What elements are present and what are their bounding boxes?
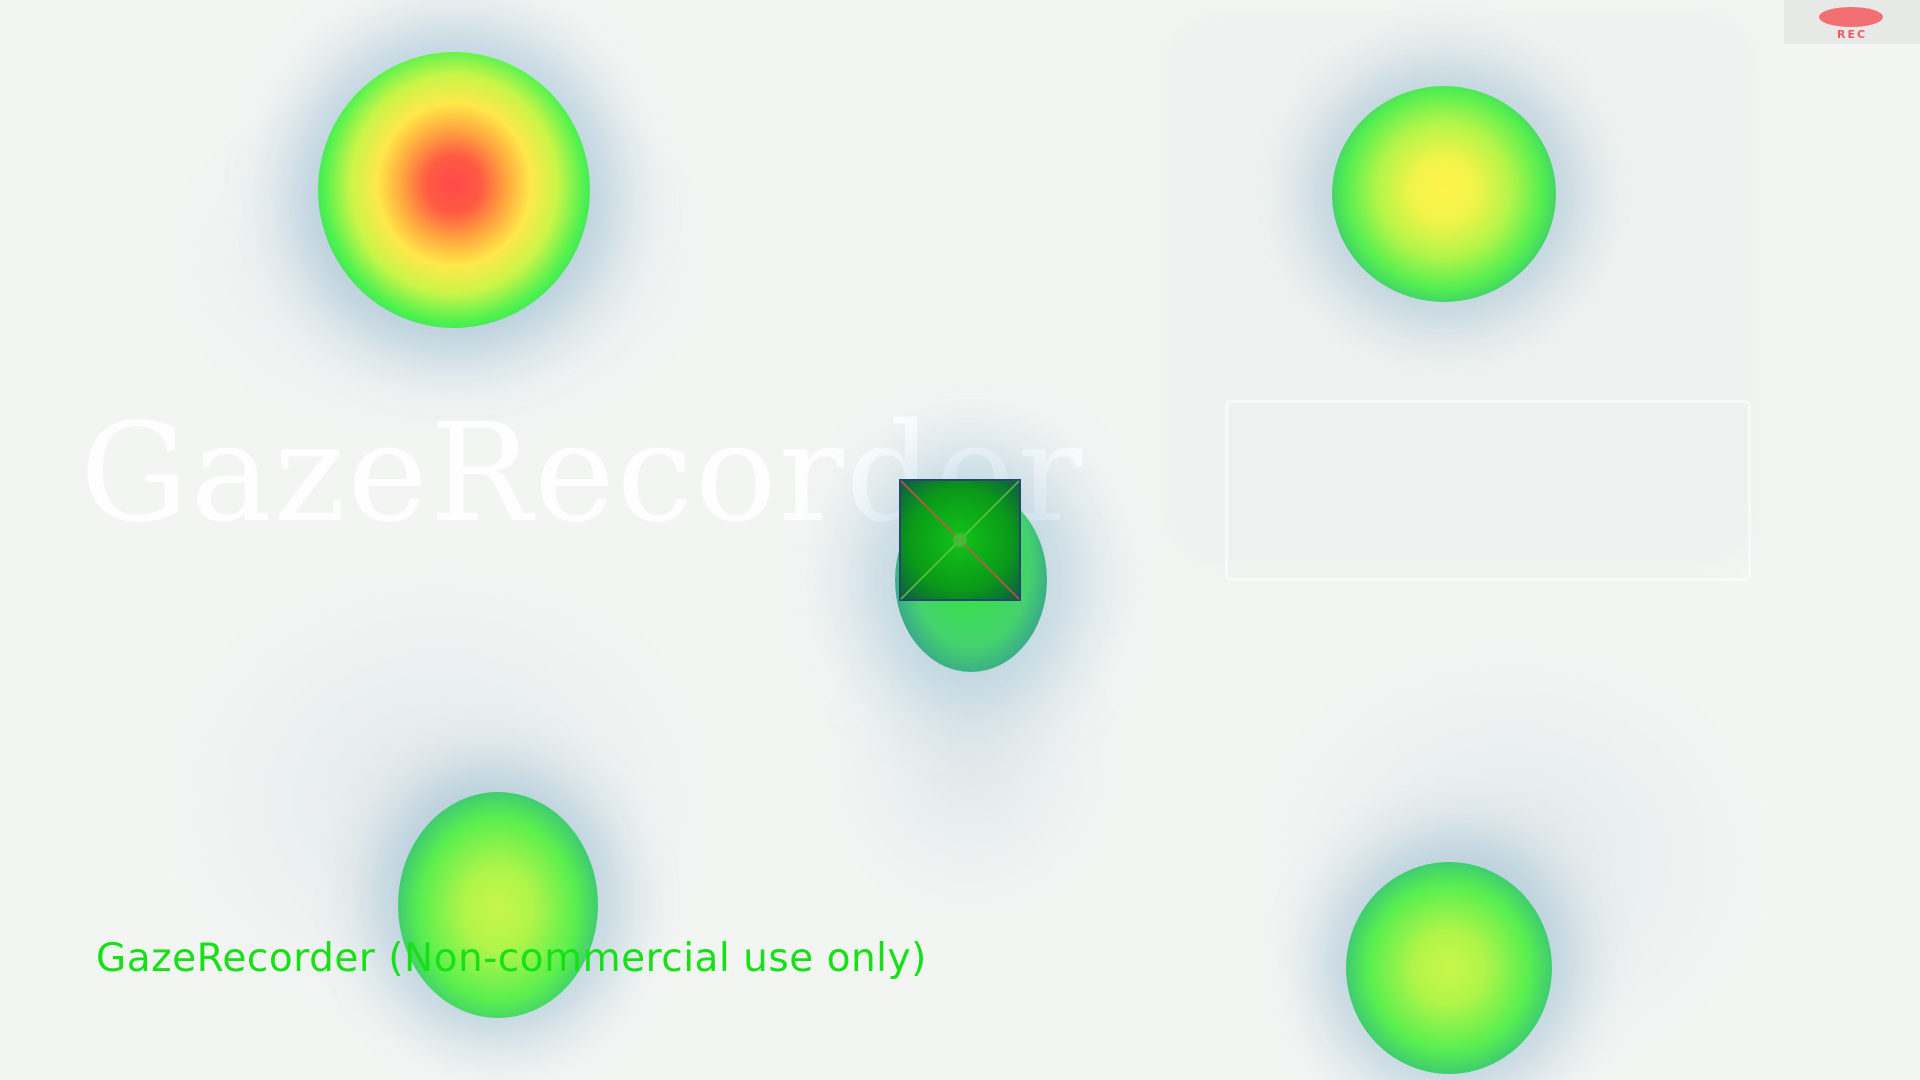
recording-indicator[interactable]: REC	[1784, 0, 1920, 44]
heat-spot-top-right	[1332, 86, 1556, 302]
watermark-logo-frame	[1225, 400, 1751, 581]
calibration-target[interactable]	[899, 479, 1021, 601]
license-caption: GazeRecorder (Non-commercial use only)	[96, 936, 927, 981]
heat-spot-bottom-left	[398, 792, 598, 1018]
recording-label: REC	[1836, 28, 1868, 41]
heat-spot-top-left	[318, 52, 590, 328]
calibration-target-center-dot	[953, 533, 967, 547]
record-dot-icon	[1819, 7, 1883, 27]
heat-spot-bottom-right	[1346, 862, 1552, 1074]
